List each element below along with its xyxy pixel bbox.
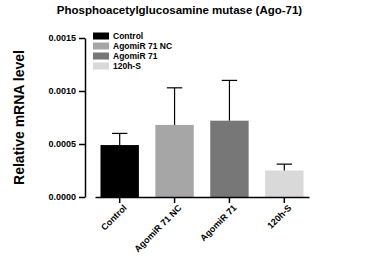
bar <box>210 121 248 197</box>
y-tick-label: 0.0010 <box>48 86 76 96</box>
y-tick-label: 0.0000 <box>48 192 76 202</box>
legend-label: AgomiR 71 <box>113 51 158 61</box>
legend-label: AgomiR 71 NC <box>113 41 172 51</box>
bar <box>155 125 193 197</box>
y-tick-label: 0.0005 <box>48 139 76 149</box>
y-axis: 0.0000 0.0005 0.0010 0.0015 <box>48 33 85 202</box>
legend-entry: 120h-S <box>93 61 141 71</box>
error-bar <box>167 88 182 125</box>
legend-swatch <box>93 63 109 70</box>
x-tick-mark <box>284 197 286 203</box>
y-tick: 0.0015 <box>48 33 85 43</box>
y-tick: 0.0000 <box>48 192 85 202</box>
y-tick-mark <box>79 197 85 199</box>
y-axis-line <box>85 39 87 198</box>
plot: 0.00000.00050.00100.0015ControlAgomiR 71… <box>48 31 309 254</box>
marks <box>100 80 303 197</box>
error-bar-stem <box>174 88 175 125</box>
y-tick-mark <box>79 144 85 146</box>
x-tick-mark <box>174 197 176 203</box>
x-axis-line <box>96 197 310 199</box>
x-tick: Control <box>99 197 129 232</box>
x-tick: AgomiR 71 <box>198 197 238 243</box>
error-bar-stem <box>229 80 230 120</box>
error-bar-stem <box>284 164 285 170</box>
x-tick-mark <box>229 197 231 203</box>
error-bar-stem <box>119 133 120 145</box>
error-bar <box>277 164 292 170</box>
legend-label: 120h-S <box>113 61 141 71</box>
error-bar <box>222 80 237 120</box>
bar <box>100 145 138 197</box>
title: Phosphoacetylglucosamine mutase (Ago-71) <box>57 4 303 16</box>
legend-entry: AgomiR 71 <box>93 51 158 61</box>
legend-swatch <box>93 43 109 50</box>
x-tick-label: Control <box>99 203 129 233</box>
legend-swatch <box>93 53 109 60</box>
error-bar-cap <box>112 133 127 134</box>
error-bar-cap <box>277 164 292 165</box>
y-axis-title: Relative mRNA level <box>11 50 27 185</box>
x-tick-mark <box>119 197 121 203</box>
x-tick: AgomiR 71 NC <box>132 197 184 254</box>
error-bar-cap <box>222 80 237 81</box>
y-tick: 0.0010 <box>48 86 85 96</box>
legend-label: Control <box>113 31 143 41</box>
legend-entry: Control <box>93 31 143 41</box>
x-tick-label: AgomiR 71 NC <box>132 202 184 254</box>
y-tick-mark <box>79 38 85 40</box>
x-tick-label: 120h-S <box>265 203 293 231</box>
y-tick-label: 0.0015 <box>48 33 76 43</box>
bar <box>265 171 303 198</box>
x-tick: 120h-S <box>265 197 293 231</box>
y-tick: 0.0005 <box>48 139 85 149</box>
error-bar-cap <box>167 87 182 88</box>
legend: ControlAgomiR 71 NCAgomiR 71120h-S <box>93 31 172 71</box>
error-bar <box>112 133 127 145</box>
chart: 0.00000.00050.00100.0015ControlAgomiR 71… <box>0 0 369 275</box>
legend-entry: AgomiR 71 NC <box>93 41 172 51</box>
x-tick-label: AgomiR 71 <box>198 203 238 243</box>
y-tick-mark <box>79 91 85 93</box>
legend-swatch <box>93 33 109 40</box>
x-axis: ControlAgomiR 71 NC AgomiR 71 120h-S <box>96 197 310 254</box>
